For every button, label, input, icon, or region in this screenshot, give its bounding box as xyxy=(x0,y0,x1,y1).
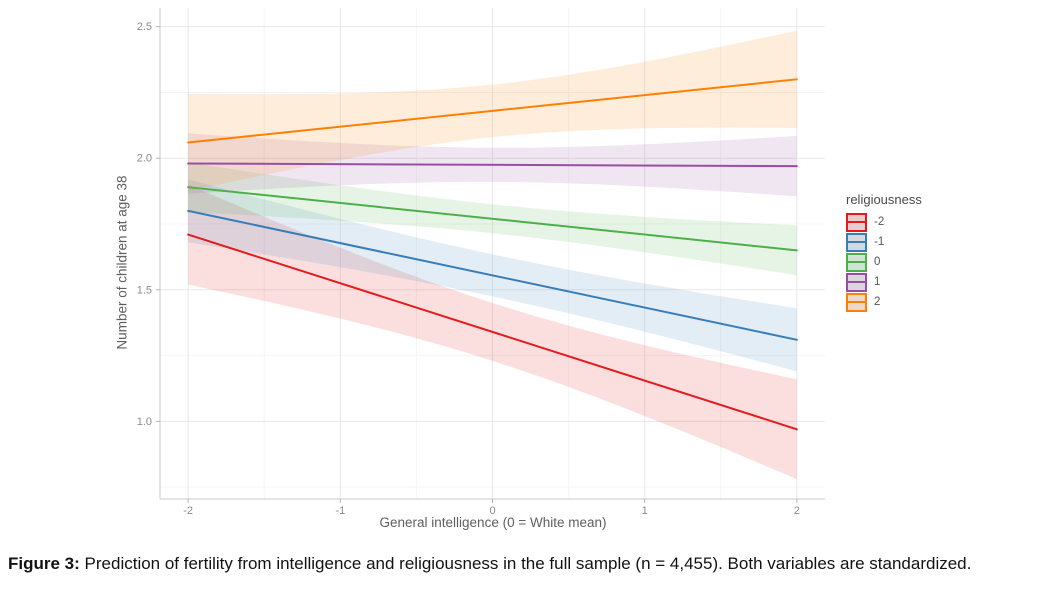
legend-key-line xyxy=(848,261,865,263)
legend: religiousness -2 -1 0 1 2 xyxy=(846,192,922,312)
y-tick-label: 2.0 xyxy=(137,153,152,165)
y-axis-title: Number of children at age 38 xyxy=(114,175,130,350)
legend-key-icon xyxy=(846,212,867,232)
legend-key-icon xyxy=(846,252,867,272)
series-line-2 xyxy=(187,78,798,144)
caption-text: Prediction of fertility from intelligenc… xyxy=(84,554,972,573)
legend-item: 2 xyxy=(846,292,922,312)
legend-key-line xyxy=(848,241,865,243)
series-line--2 xyxy=(187,233,798,431)
legend-key-line xyxy=(848,281,865,283)
legend-item-label: 1 xyxy=(874,276,881,288)
y-tick-label: 1.5 xyxy=(137,284,152,296)
x-tick-label: 2 xyxy=(794,505,800,517)
x-axis-title: General intelligence (0 = White mean) xyxy=(379,515,607,530)
legend-items: -2 -1 0 1 2 xyxy=(846,212,922,312)
legend-key-icon xyxy=(846,292,867,312)
series-line-0 xyxy=(187,186,798,252)
y-tick-label: 2.5 xyxy=(137,21,152,33)
figure-caption: Figure 3: Prediction of fertility from i… xyxy=(8,551,1049,577)
series-line-1 xyxy=(187,162,798,168)
x-tick-label: 0 xyxy=(489,505,495,517)
legend-key-icon xyxy=(846,272,867,292)
x-tick-label: 1 xyxy=(642,505,648,517)
legend-item-label: -2 xyxy=(874,216,885,228)
legend-title: religiousness xyxy=(846,192,922,207)
legend-item-label: 2 xyxy=(874,296,881,308)
series-line--1 xyxy=(187,209,798,341)
legend-key-line xyxy=(848,301,865,303)
legend-key-line xyxy=(848,221,865,223)
legend-item: -1 xyxy=(846,232,922,252)
legend-item-label: -1 xyxy=(874,236,885,248)
fertility-chart-canvas: 1.0 1.5 2.0 2.5 -2 -1 0 1 2 xyxy=(137,8,825,517)
legend-item-label: 0 xyxy=(874,256,881,268)
x-tick-label: -2 xyxy=(183,505,193,517)
x-tick-label: -1 xyxy=(335,505,345,517)
legend-key-icon xyxy=(846,232,867,252)
legend-item: 0 xyxy=(846,252,922,272)
y-tick-label: 1.0 xyxy=(137,416,152,428)
legend-item: 1 xyxy=(846,272,922,292)
legend-item: -2 xyxy=(846,212,922,232)
caption-label: Figure 3: xyxy=(8,554,80,573)
